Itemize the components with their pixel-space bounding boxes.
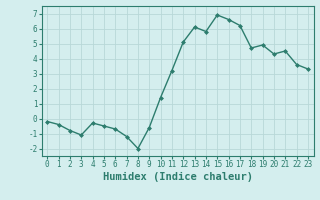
X-axis label: Humidex (Indice chaleur): Humidex (Indice chaleur) <box>103 172 252 182</box>
